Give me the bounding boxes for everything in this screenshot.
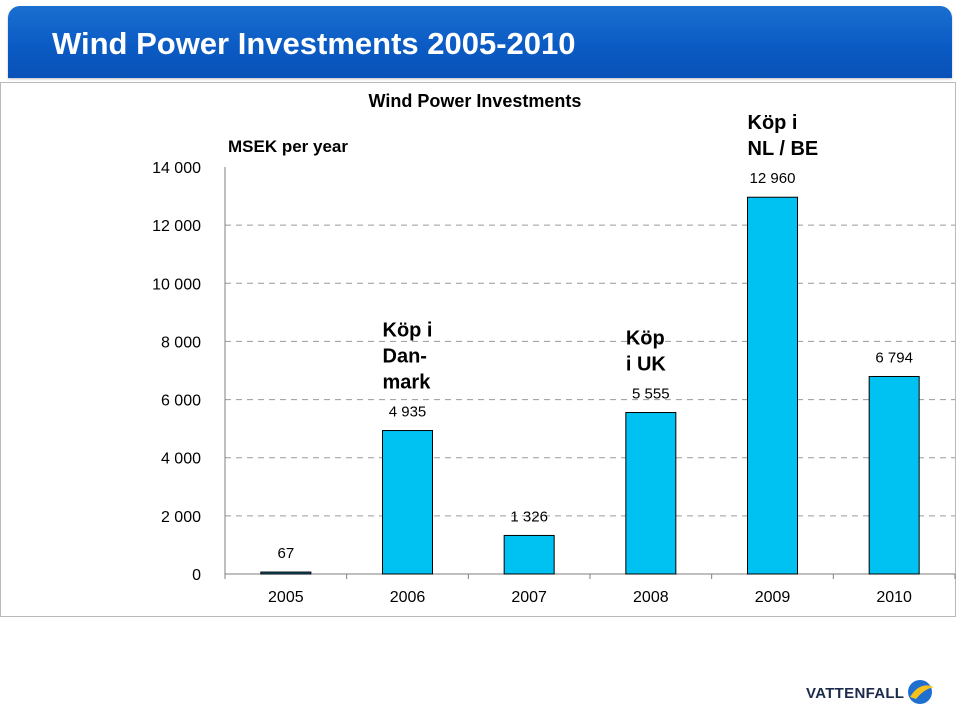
bar — [868, 375, 920, 575]
x-tick-label: 2010 — [876, 589, 912, 606]
y-tick-label: 4 000 — [161, 451, 201, 468]
annotation-label: Köp i — [383, 320, 433, 342]
y-tick-label: 0 — [192, 567, 201, 584]
x-tick-label: 2006 — [390, 589, 426, 606]
y-tick-label: 14 000 — [152, 160, 201, 177]
bar — [382, 430, 433, 575]
x-tick-label: 2009 — [755, 589, 791, 606]
annotation-label: NL / BE — [748, 138, 819, 160]
data-label: 4 935 — [389, 404, 427, 421]
y-tick-label: 6 000 — [161, 393, 201, 410]
x-tick-label: 2007 — [511, 589, 547, 606]
page-title: Wind Power Investments 2005-2010 — [52, 26, 576, 61]
unit-label: MSEK per year — [228, 137, 348, 156]
chart-title: Wind Power Investments — [369, 91, 582, 111]
annotation-label: Köp i — [748, 112, 798, 134]
annotation-label: Köp — [626, 328, 665, 350]
vattenfall-logo: VATTENFALL — [806, 676, 940, 708]
y-tick-label: 12 000 — [152, 218, 201, 235]
y-tick-label: 8 000 — [161, 334, 201, 351]
logo-text: VATTENFALL — [806, 685, 905, 702]
annotation-label: Dan- — [383, 346, 427, 368]
data-label: 1 326 — [510, 508, 548, 525]
data-label: 6 794 — [875, 349, 913, 366]
y-tick-label: 10 000 — [152, 276, 201, 293]
data-label: 67 — [277, 545, 294, 562]
bar — [503, 534, 555, 575]
x-tick-label: 2008 — [633, 589, 669, 606]
y-tick-label: 2 000 — [161, 509, 201, 526]
data-label: 5 555 — [632, 386, 670, 403]
bar — [747, 196, 798, 575]
sun-logo-icon — [908, 680, 934, 704]
bar — [260, 571, 312, 575]
annotation-label: i UK — [626, 354, 667, 376]
bar — [625, 412, 677, 575]
x-tick-label: 2005 — [268, 589, 304, 606]
annotation-label: mark — [383, 372, 432, 394]
title-bar: Wind Power Investments 2005-2010 — [8, 6, 952, 78]
data-label: 12 960 — [750, 170, 796, 187]
chart-frame — [0, 82, 956, 617]
